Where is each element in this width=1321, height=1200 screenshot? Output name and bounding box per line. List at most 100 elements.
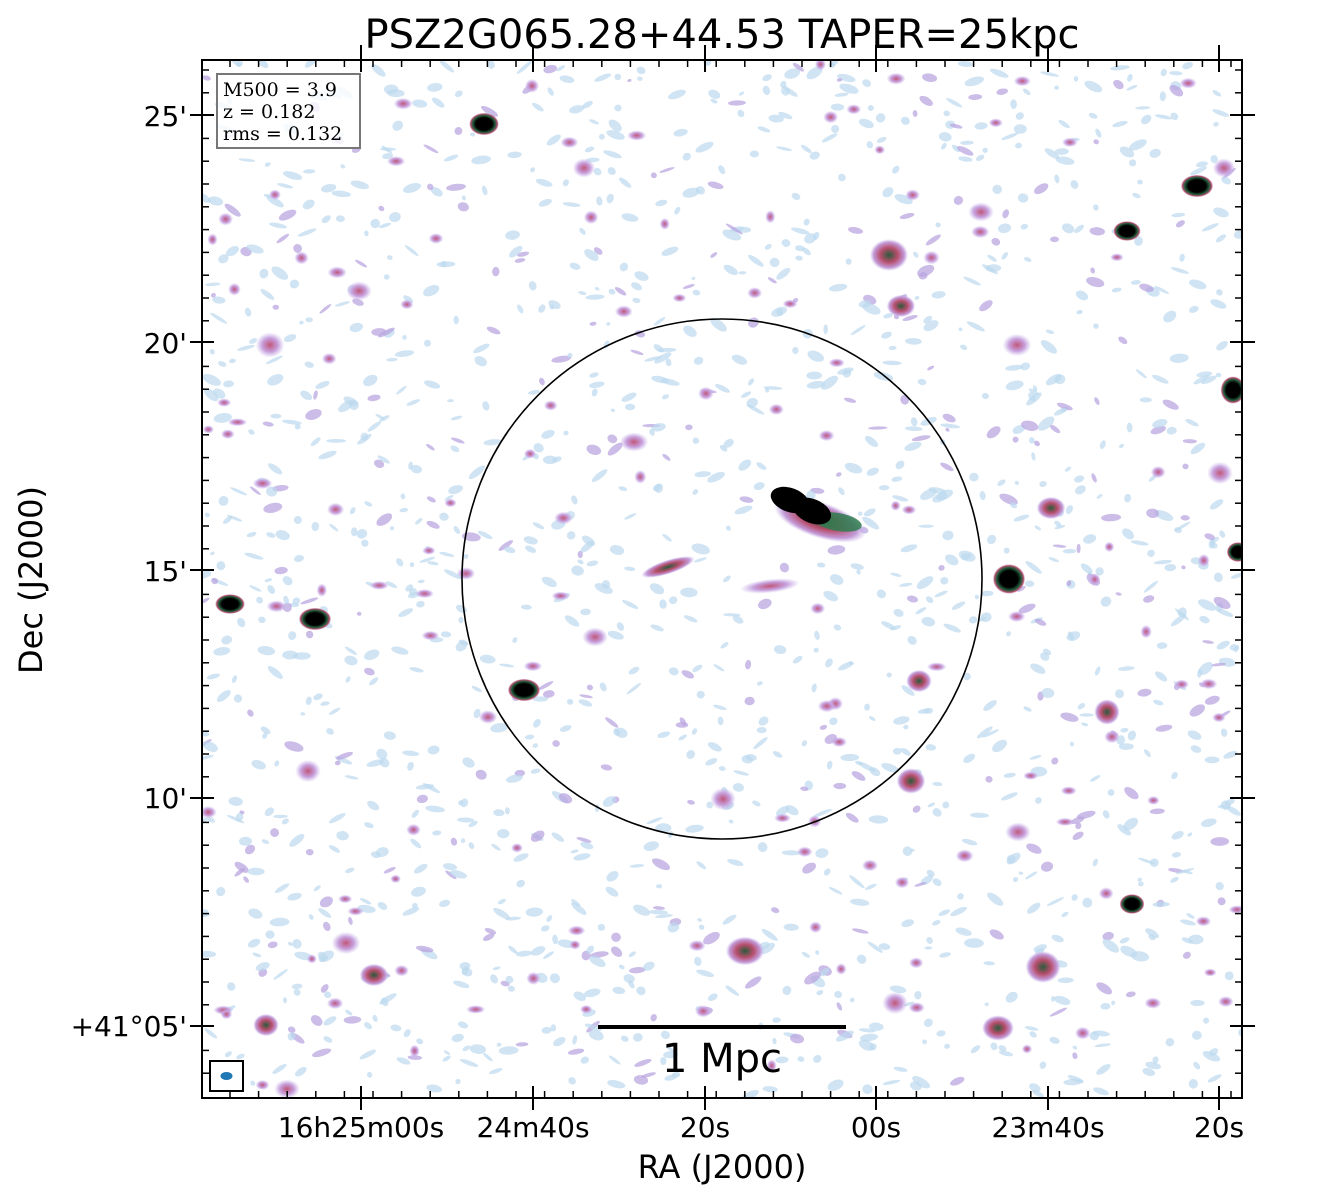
faint-source bbox=[415, 589, 434, 598]
noise-speck bbox=[1050, 237, 1059, 243]
faint-source bbox=[511, 843, 523, 853]
radio-source bbox=[887, 295, 916, 317]
radio-source bbox=[882, 992, 908, 1014]
faint-source bbox=[207, 233, 217, 245]
faint-source bbox=[810, 603, 825, 615]
faint-source bbox=[891, 501, 901, 511]
radio-source bbox=[469, 113, 499, 136]
info-rms: rms = 0.132 bbox=[223, 123, 342, 145]
faint-source bbox=[887, 73, 906, 85]
radio-source bbox=[1025, 951, 1060, 983]
faint-source bbox=[317, 583, 328, 597]
faint-source bbox=[327, 998, 344, 1010]
faint-source bbox=[783, 300, 798, 309]
faint-source bbox=[923, 251, 939, 265]
noise-speck bbox=[265, 930, 274, 938]
scale-bar-label: 1 Mpc bbox=[662, 1036, 782, 1082]
faint-source bbox=[831, 737, 847, 747]
faint-source bbox=[1104, 730, 1120, 743]
radio-source bbox=[1213, 158, 1235, 177]
faint-source bbox=[1014, 76, 1031, 86]
faint-source bbox=[228, 283, 241, 296]
faint-source bbox=[1174, 680, 1189, 690]
faint-source bbox=[1151, 466, 1166, 478]
faint-source bbox=[267, 600, 287, 612]
faint-source bbox=[457, 567, 476, 580]
faint-source bbox=[552, 592, 570, 601]
faint-source bbox=[406, 824, 421, 836]
radio-source bbox=[993, 564, 1026, 594]
radio-source bbox=[508, 679, 541, 702]
radio-source bbox=[620, 432, 649, 451]
faint-source bbox=[1218, 996, 1234, 1007]
noise-speck bbox=[326, 439, 346, 443]
faint-source bbox=[627, 130, 646, 140]
faint-source bbox=[256, 1080, 270, 1090]
info-m500: M500 = 3.9 bbox=[223, 79, 337, 101]
faint-source bbox=[1061, 786, 1077, 795]
y-tick-label-20: 20' bbox=[144, 327, 187, 360]
radio-source bbox=[1181, 175, 1214, 198]
faint-source bbox=[422, 546, 435, 554]
faint-source bbox=[218, 213, 233, 226]
y-tick-label-05: +41°05' bbox=[71, 1010, 187, 1043]
faint-source bbox=[688, 940, 706, 951]
faint-source bbox=[221, 429, 235, 439]
faint-source bbox=[524, 449, 537, 459]
noise-speck bbox=[919, 525, 934, 528]
faint-source bbox=[444, 499, 456, 508]
noise-speck bbox=[1205, 757, 1220, 764]
radio-source bbox=[1113, 221, 1141, 241]
faint-source bbox=[615, 305, 633, 317]
radio-source bbox=[215, 594, 245, 614]
faint-source bbox=[660, 218, 670, 230]
faint-source bbox=[1147, 796, 1160, 805]
faint-source bbox=[1198, 554, 1210, 567]
faint-source bbox=[525, 79, 539, 93]
radio-source bbox=[1003, 334, 1032, 356]
faint-source bbox=[327, 503, 344, 516]
faint-source bbox=[1144, 997, 1161, 1008]
faint-source bbox=[1212, 713, 1226, 723]
faint-source bbox=[1204, 969, 1217, 977]
radio-source bbox=[582, 627, 608, 646]
faint-source bbox=[1022, 1044, 1032, 1053]
faint-source bbox=[818, 700, 836, 712]
faint-source bbox=[422, 631, 440, 641]
radio-source bbox=[253, 1014, 279, 1036]
faint-source bbox=[479, 710, 498, 724]
radio-source bbox=[295, 760, 321, 782]
faint-source bbox=[905, 189, 920, 200]
faint-source bbox=[217, 398, 231, 407]
faint-source bbox=[554, 512, 573, 525]
info-redshift: z = 0.182 bbox=[223, 101, 315, 123]
faint-source bbox=[328, 266, 347, 278]
faint-source bbox=[1023, 772, 1038, 780]
radio-source bbox=[256, 332, 285, 358]
faint-source bbox=[927, 662, 947, 671]
faint-source bbox=[569, 940, 580, 950]
faint-source bbox=[846, 104, 861, 114]
radio-source bbox=[897, 768, 926, 794]
faint-source bbox=[1180, 78, 1197, 89]
faint-source bbox=[956, 849, 974, 862]
faint-source bbox=[895, 877, 910, 889]
radio-source bbox=[332, 932, 361, 954]
faint-source bbox=[1110, 253, 1124, 261]
faint-source bbox=[307, 954, 317, 963]
faint-source bbox=[387, 156, 406, 166]
faint-source bbox=[544, 400, 558, 410]
faint-source bbox=[797, 847, 813, 858]
faint-source bbox=[909, 957, 923, 968]
noise-speck bbox=[351, 527, 357, 536]
x-tick-label-6: 20s bbox=[1194, 1111, 1244, 1144]
faint-source bbox=[1200, 679, 1217, 690]
beam-ellipse bbox=[221, 1072, 233, 1080]
faint-source bbox=[347, 907, 363, 916]
y-tick-label-15: 15' bbox=[144, 555, 187, 588]
faint-source bbox=[228, 418, 248, 426]
faint-source bbox=[560, 137, 578, 149]
faint-source bbox=[466, 1005, 485, 1014]
faint-source bbox=[902, 505, 917, 514]
